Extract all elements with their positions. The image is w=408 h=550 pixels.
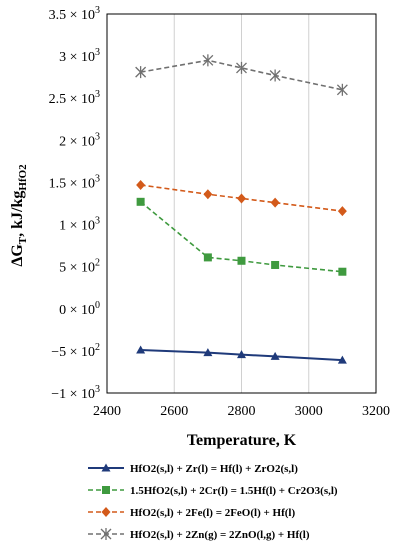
data-point [203,189,213,200]
y-tick-mantissa: 2 × 10 [59,134,95,149]
series-1 [136,345,347,364]
data-point [101,463,111,472]
y-tick-label: 2 × 103 [59,131,100,149]
y-tick-exponent: 3 [95,173,100,184]
legend: HfO2(s,l) + Zr(l) = Hf(l) + ZrO2(s,l) 1.5… [88,463,338,541]
data-point [269,69,281,82]
data-point [338,267,347,276]
x-axis-label: Temperature, K [187,432,297,449]
data-point [135,66,147,79]
data-point [203,253,212,262]
data-point [136,179,146,190]
legend-label: HfO2(s,l) + Zr(l) = Hf(l) + ZrO2(s,l) [130,463,298,475]
y-tick-label: 3.5 × 103 [49,5,100,23]
data-point [203,348,213,357]
data-point [136,197,145,206]
y-tick-exponent: 3 [95,47,100,58]
data-point [337,206,347,217]
y-tick-label: 2.5 × 103 [49,89,100,107]
legend-label: 1.5HfO2(s,l) + 2Cr(l) = 1.5Hf(l) + Cr2O3… [130,485,338,497]
data-point [271,260,280,269]
y-tick-exponent: 2 [95,342,100,353]
data-point [102,486,110,494]
y-tick-mantissa: 3 × 10 [59,50,95,65]
series-2 [136,197,347,276]
data-point [237,256,246,265]
data-point [337,355,347,364]
legend-entry: HfO2(s,l) + 2Zn(g) = 2ZnO(l,g) + Hf(l) [88,528,310,541]
y-tick-exponent: 3 [95,216,100,227]
y-tick-mantissa: 5 × 10 [59,261,95,276]
data-point [202,54,214,67]
series-3 [136,179,347,217]
y-axis-label: ΔGT, kJ/kgHfO2 [9,164,29,267]
data-point [101,507,111,517]
data-point [336,83,348,96]
legend-label: HfO2(s,l) + 2Zn(g) = 2ZnO(l,g) + Hf(l) [130,529,310,541]
data-point [237,193,246,204]
data-point [100,528,112,540]
y-tick-label: 0 × 100 [59,300,100,318]
y-tick-mantissa: −1 × 10 [51,387,95,402]
y-tick-mantissa: −5 × 10 [51,345,95,360]
y-tick-exponent: 2 [95,258,100,269]
x-tick-label: 2400 [93,404,121,419]
y-tick-label: 5 × 102 [59,258,100,276]
y-tick-exponent: 0 [95,300,100,311]
legend-entry: HfO2(s,l) + Zr(l) = Hf(l) + ZrO2(s,l) [88,463,298,475]
legend-entry: HfO2(s,l) + 2Fe(l) = 2FeO(l) + Hf(l) [88,507,295,519]
y-tick-mantissa: 2.5 × 10 [49,92,95,107]
x-tick-label: 3000 [295,404,323,419]
y-tick-exponent: 3 [95,5,100,16]
plot-area-frame [106,13,377,394]
x-tick-label: 2800 [228,404,256,419]
x-tick-label: 3200 [362,404,390,419]
data-point [136,345,146,354]
x-tick-label: 2600 [160,404,188,419]
data-point [270,197,280,208]
y-tick-exponent: 3 [95,89,100,100]
y-tick-mantissa: 0 × 10 [59,303,95,318]
data-point [237,350,246,359]
y-tick-label: 1 × 103 [59,216,100,234]
y-tick-exponent: 3 [95,384,100,395]
y-tick-mantissa: 1 × 10 [59,219,95,234]
data-point [270,351,280,360]
y-tick-mantissa: 1.5 × 10 [49,176,95,191]
y-tick-exponent: 3 [95,131,100,142]
y-tick-label: −1 × 103 [51,384,100,402]
series-layer [135,54,348,364]
legend-label: HfO2(s,l) + 2Fe(l) = 2FeO(l) + Hf(l) [130,507,295,519]
legend-entry: 1.5HfO2(s,l) + 2Cr(l) = 1.5Hf(l) + Cr2O3… [88,485,338,497]
y-tick-mantissa: 3.5 × 10 [49,8,95,23]
x-axis-ticks: 2400 2600 2800 3000 3200 [93,404,390,419]
series-line [140,59,343,91]
y-tick-label: 3 × 103 [59,47,100,65]
y-tick-label: −5 × 102 [51,342,100,360]
y-tick-label: 1.5 × 103 [49,173,100,191]
series-4 [135,54,348,96]
data-point [236,61,247,74]
